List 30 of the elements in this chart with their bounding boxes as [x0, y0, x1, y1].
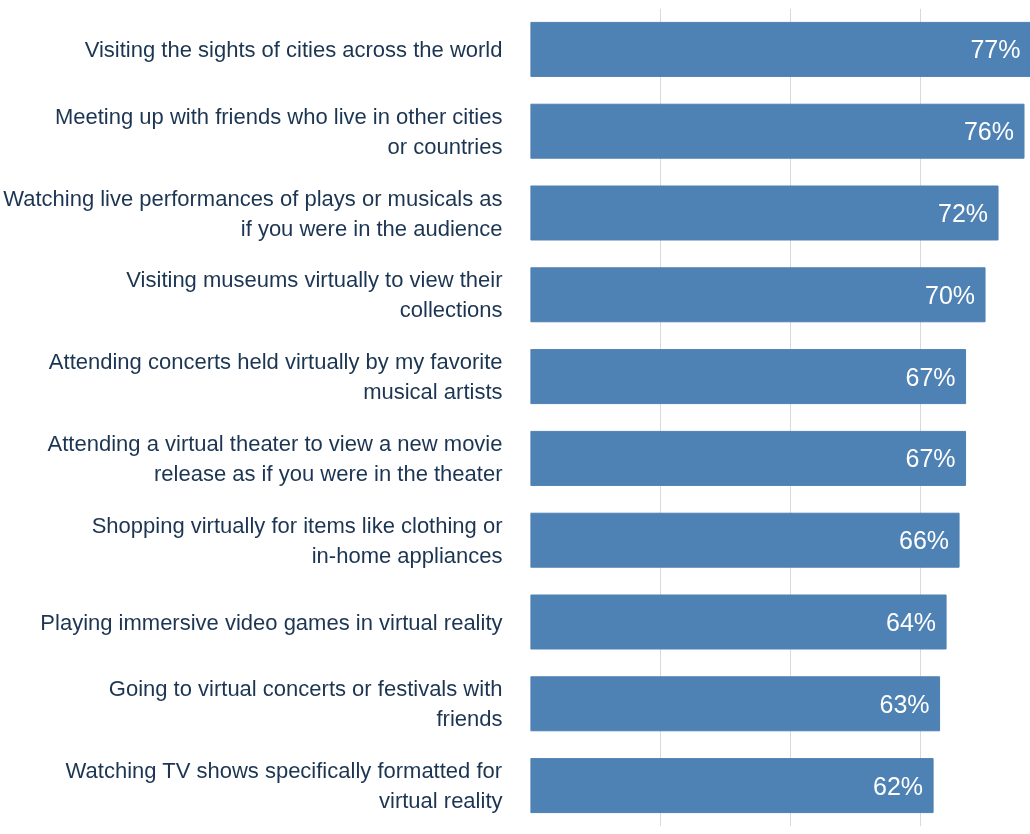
bar	[530, 21, 1030, 77]
bar	[530, 594, 947, 650]
data-label: 62%	[873, 771, 924, 800]
data-label: 67%	[905, 444, 956, 473]
bar	[530, 267, 986, 323]
y-tick-label: Playing immersive video games in virtual reality	[40, 609, 503, 635]
bar	[530, 185, 999, 241]
bar	[530, 430, 967, 486]
bar	[530, 758, 934, 814]
y-tick-label: Attending concerts held virtually by my favorite musical artists	[48, 349, 503, 405]
y-tick-label: Visiting museums virtually to view their collections	[126, 267, 503, 323]
data-label: 76%	[963, 117, 1015, 146]
bar	[530, 512, 960, 568]
data-label: 63%	[879, 689, 930, 718]
bar	[530, 349, 967, 405]
y-tick-label: Watching TV shows specifically formatted for virtual reality	[65, 758, 503, 814]
data-label: 67%	[905, 362, 956, 391]
y-tick-label: Meeting up with friends who live in other cities or countries	[54, 103, 503, 159]
bar	[530, 676, 941, 732]
y-tick-label: Going to virtual concerts or festivals with friends	[108, 676, 503, 732]
data-label: 64%	[886, 608, 937, 636]
y-tick-label: Watching live performances of plays or musicals as if you were in the audience	[3, 185, 503, 241]
data-label: 72%	[938, 199, 989, 227]
data-label: 66%	[899, 526, 950, 555]
y-tick-label: Visiting the sights of cities across the world	[84, 36, 503, 62]
y-tick-label: Attending a virtual theater to view a new movie release as if you were in the theater	[47, 430, 503, 486]
data-label: 70%	[925, 280, 976, 309]
y-tick-label: Shopping virtually for items like clothing or in-home appliances	[91, 512, 503, 568]
bar	[530, 103, 1025, 159]
data-label: 77%	[970, 35, 1021, 64]
